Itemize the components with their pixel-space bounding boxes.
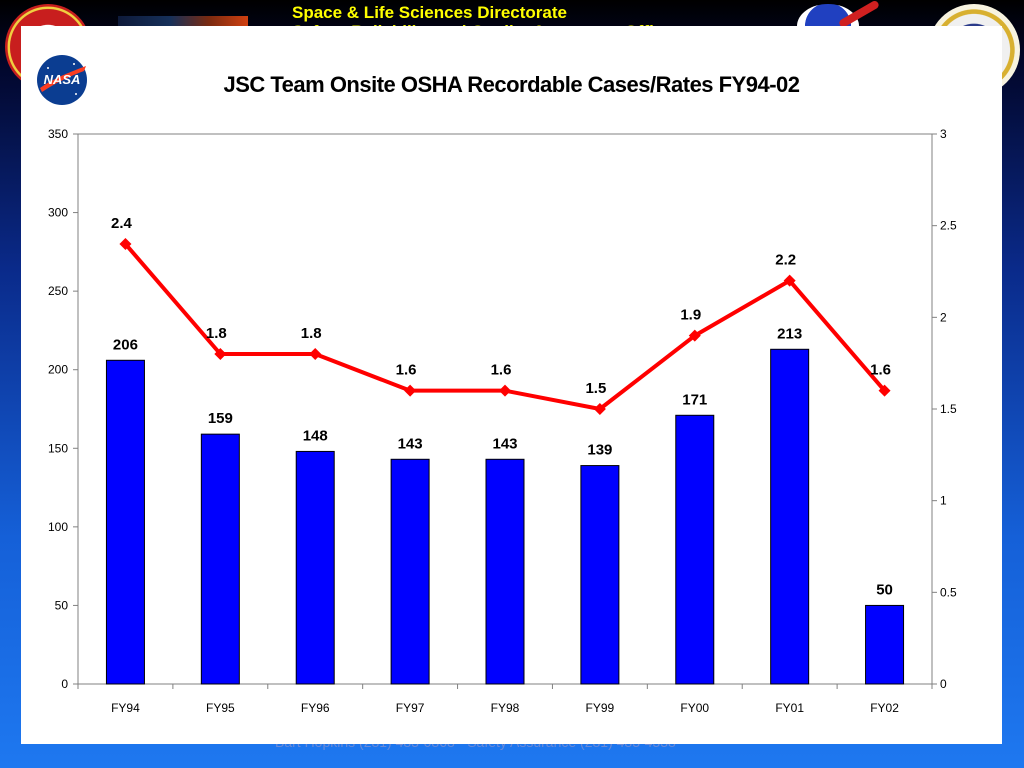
header-title-directorate: Space & Life Sciences Directorate [292,3,567,22]
nasa-meatball-icon: NASA [37,55,87,105]
chart-panel: NASA JSC Team Onsite OSHA Recordable Cas… [21,26,1002,744]
chart-title: JSC Team Onsite OSHA Recordable Cases/Ra… [223,72,800,97]
svg-text:NASA: NASA [44,72,81,87]
